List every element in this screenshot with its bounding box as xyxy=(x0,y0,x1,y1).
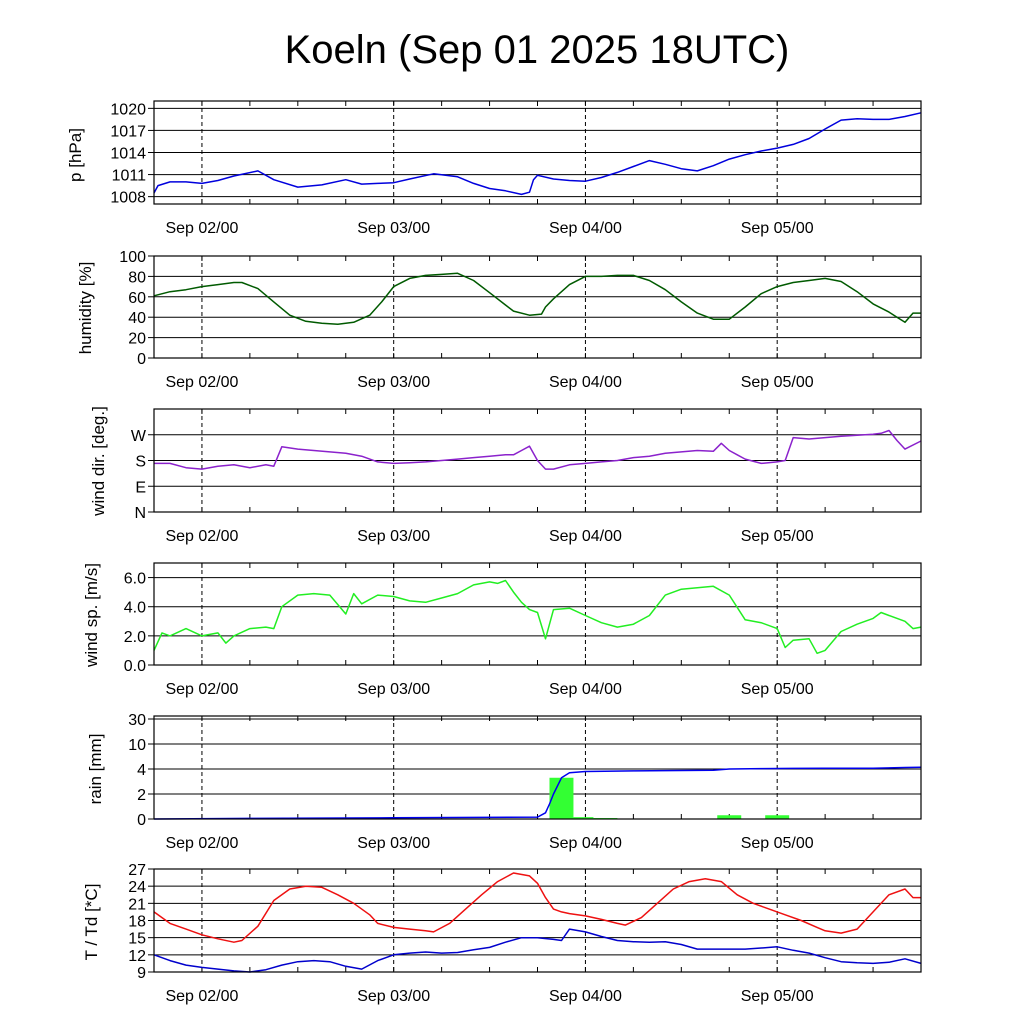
humidity-panel: humidity [%] 0 20 40 60 80 100 Sep 02/00 Sep 03… xyxy=(76,249,922,391)
y-tick-label: N xyxy=(134,505,146,522)
y-tick-label: 40 xyxy=(128,310,146,327)
y-tick-label: 12 xyxy=(128,948,146,965)
plot-frame xyxy=(153,868,922,973)
y-tick-label: W xyxy=(131,428,147,445)
x-tick-label: Sep 05/00 xyxy=(741,988,814,1005)
chart-title: Koeln (Sep 01 2025 18UTC) xyxy=(285,28,790,72)
y-tick-label: 0 xyxy=(137,351,146,368)
temperature-axis-label: T / Td [*C] xyxy=(82,884,101,961)
y-tick-label: 15 xyxy=(128,931,146,948)
wind-speed-axis-label: wind sp. [m/s] xyxy=(82,563,101,668)
pressure-line xyxy=(153,112,922,196)
y-tick-label: 1011 xyxy=(112,168,147,185)
x-tick-label: Sep 04/00 xyxy=(549,528,622,545)
rain-bar xyxy=(549,777,574,819)
rain-bar xyxy=(765,815,790,819)
x-tick-label: Sep 05/00 xyxy=(741,835,814,852)
y-tick-label: 4 xyxy=(137,762,146,779)
y-tick-label: 2.0 xyxy=(124,629,146,646)
y-tick-label: 1017 xyxy=(110,123,146,140)
x-tick-label: Sep 05/00 xyxy=(741,681,814,698)
y-tick-label: E xyxy=(135,479,146,496)
x-tick-label: Sep 03/00 xyxy=(357,988,430,1005)
plot-frame xyxy=(153,255,922,359)
rain-bar xyxy=(717,815,742,819)
wind-direction-line xyxy=(154,429,922,470)
x-tick-label: Sep 03/00 xyxy=(357,528,430,545)
x-tick-label: Sep 02/00 xyxy=(165,528,238,545)
plot-frame xyxy=(153,408,922,513)
x-tick-label: Sep 05/00 xyxy=(741,374,814,391)
x-tick-label: Sep 04/00 xyxy=(549,835,622,852)
y-tick-label: S xyxy=(135,454,146,471)
pressure-panel: p [hPa] 1008 1011 1014 1017 1020 Sep 02/00 Sep… xyxy=(66,100,922,237)
y-tick-label: 1020 xyxy=(110,101,146,118)
x-tick-label: Sep 04/00 xyxy=(549,220,622,237)
y-tick-label: 18 xyxy=(128,914,146,931)
rain-panel: rain [mm] 0 2 4 10 30 Sep 02/00 Sep 03/00 Sep 0… xyxy=(86,712,922,852)
x-tick-label: Sep 02/00 xyxy=(165,220,238,237)
x-tick-label: Sep 02/00 xyxy=(165,681,238,698)
y-tick-label: 1014 xyxy=(110,146,146,163)
y-tick-label: 6.0 xyxy=(124,571,146,588)
rain-axis-label: rain [mm] xyxy=(86,734,105,805)
x-tick-label: Sep 02/00 xyxy=(165,835,238,852)
x-tick-label: Sep 05/00 xyxy=(741,220,814,237)
y-tick-label: 21 xyxy=(128,896,146,913)
cumulative-rain-line xyxy=(153,766,922,820)
humidity-axis-label: humidity [%] xyxy=(76,262,95,355)
y-tick-label: 24 xyxy=(128,879,146,896)
x-tick-label: Sep 03/00 xyxy=(357,681,430,698)
plot-frame xyxy=(153,562,922,666)
y-tick-label: 2 xyxy=(137,787,146,804)
y-tick-label: 0.0 xyxy=(124,658,146,675)
x-tick-label: Sep 04/00 xyxy=(549,374,622,391)
y-tick-label: 10 xyxy=(128,737,146,754)
wind-speed-panel: wind sp. [m/s] 0.0 2.0 4.0 6.0 Sep 02/00 Sep … xyxy=(82,562,922,698)
y-tick-label: 4.0 xyxy=(124,600,146,617)
y-tick-label: 30 xyxy=(128,712,146,729)
temperature-line xyxy=(153,872,921,943)
x-tick-label: Sep 02/00 xyxy=(165,374,238,391)
x-tick-label: Sep 04/00 xyxy=(549,988,622,1005)
plot-frame xyxy=(153,715,922,820)
y-tick-label: 80 xyxy=(128,269,146,286)
rain-bar xyxy=(573,817,594,819)
x-tick-label: Sep 05/00 xyxy=(741,528,814,545)
y-tick-label: 60 xyxy=(128,290,146,307)
x-tick-label: Sep 03/00 xyxy=(357,835,430,852)
y-tick-label: 100 xyxy=(119,249,146,266)
dewpoint-line xyxy=(153,928,922,973)
humidity-line xyxy=(153,272,921,326)
pressure-axis-label: p [hPa] xyxy=(66,128,85,182)
x-tick-label: Sep 03/00 xyxy=(357,220,430,237)
x-tick-label: Sep 03/00 xyxy=(357,374,430,391)
y-tick-label: 1008 xyxy=(110,190,146,207)
wind-speed-line xyxy=(153,579,922,655)
plot-frame xyxy=(153,100,922,205)
x-tick-label: Sep 02/00 xyxy=(165,988,238,1005)
x-tick-label: Sep 04/00 xyxy=(549,681,622,698)
wind-direction-axis-label: wind dir. [deg.] xyxy=(89,406,108,517)
y-tick-label: 27 xyxy=(128,862,146,879)
y-tick-label: 20 xyxy=(128,331,146,348)
y-tick-label: 9 xyxy=(137,965,146,982)
y-tick-label: 0 xyxy=(137,812,146,829)
